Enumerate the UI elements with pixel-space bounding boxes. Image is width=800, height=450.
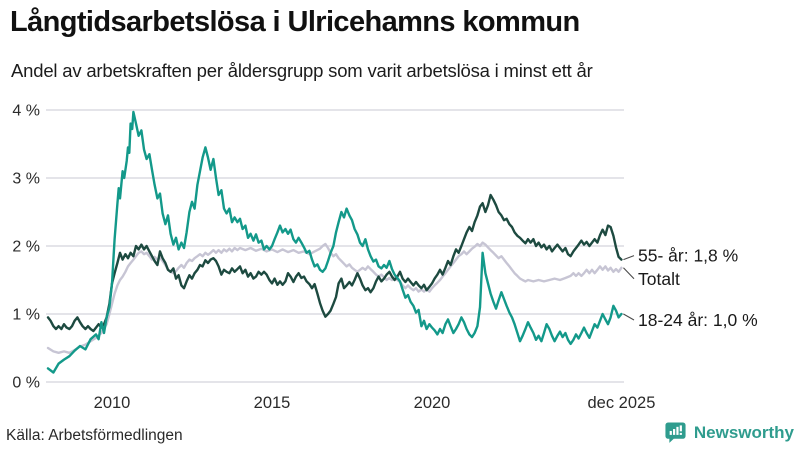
series-end-label-55-ar: 55- år: 1,8 %: [638, 246, 738, 266]
series-line-55-ar: [46, 193, 623, 333]
x-tick-label: 2010: [94, 394, 131, 412]
brand-logo: Newsworthy: [664, 421, 794, 444]
newsworthy-icon: [664, 421, 687, 444]
line-chart: 0 % 1 % 2 % 3 % 4 % 2010 2015 2020 dec 2025 Total…: [12, 103, 758, 413]
y-tick-label: 4 %: [12, 103, 40, 120]
y-tick-label: 2 %: [12, 239, 40, 256]
x-tick-label: dec 2025: [587, 394, 655, 412]
label-leader-line-totalt: [623, 267, 635, 280]
series-line-18-24-ar: [46, 110, 623, 374]
y-tick-label: 0 %: [12, 375, 40, 392]
series-end-label-18-24-ar: 18-24 år: 1,0 %: [638, 310, 758, 330]
label-leader-line-55-ar: [623, 255, 635, 261]
x-tick-label: 2020: [414, 394, 451, 412]
y-tick-label: 1 %: [12, 307, 40, 324]
chart-subtitle: Andel av arbetskraften per åldersgrupp s…: [11, 60, 593, 81]
source-note: Källa: Arbetsförmedlingen: [6, 427, 183, 444]
x-tick-label: 2015: [254, 394, 291, 412]
y-tick-label: 3 %: [12, 171, 40, 188]
label-leader-line-18-24-ar: [623, 313, 635, 321]
brand-text: Newsworthy: [693, 422, 794, 442]
series-end-label-totalt: Totalt: [638, 269, 680, 289]
chart-title: Långtidsarbetslösa i Ulricehamns kommun: [10, 6, 580, 38]
